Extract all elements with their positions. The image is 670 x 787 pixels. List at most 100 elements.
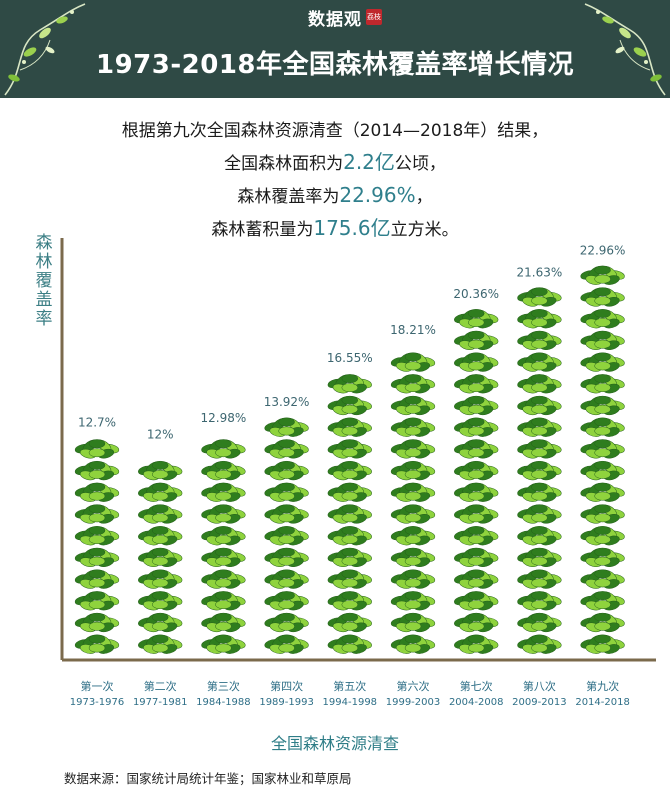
x-tick-period: 1984-1988 — [196, 697, 251, 708]
leaf-cluster-icon — [74, 502, 120, 526]
summary-area-value: 2.2亿 — [343, 150, 395, 174]
leaf-cluster-icon — [263, 524, 310, 547]
bar — [263, 415, 310, 656]
summary-line-1: 根据第九次全国森林资源清查（2014—2018年）结果， — [121, 121, 549, 141]
x-tick-period: 1999-2003 — [386, 697, 441, 708]
leaf-cluster-icon — [137, 524, 184, 547]
leaf-cluster-icon — [579, 372, 626, 395]
page-title: 1973-2018年全国森林覆盖率增长情况 — [95, 50, 575, 80]
leaf-cluster-icon — [200, 589, 247, 612]
leaf-cluster-icon — [74, 611, 120, 634]
x-tick-period: 2004-2008 — [449, 697, 504, 708]
leaf-cluster-icon — [390, 394, 436, 417]
summary-stock-unit: 立方米。 — [390, 220, 459, 240]
leaf-cluster-icon — [453, 632, 500, 656]
leaf-cluster-icon — [453, 415, 500, 439]
leaf-cluster-icon — [579, 545, 626, 569]
leaf-cluster-icon — [326, 545, 373, 569]
x-tick-label: 第七次 — [460, 679, 493, 693]
summary-area-unit: 公顷， — [394, 154, 446, 174]
leaf-cluster-icon — [326, 589, 373, 612]
x-tick-period: 2014-2018 — [575, 697, 630, 708]
leaf-cluster-icon — [453, 372, 500, 395]
leaf-cluster-icon — [390, 372, 436, 395]
leaf-cluster-icon — [326, 437, 373, 461]
bar — [200, 437, 247, 656]
leaf-cluster-icon — [390, 524, 436, 547]
brand-seal: 荔枝 — [366, 9, 382, 25]
x-tick-period: 1973-1976 — [70, 697, 125, 708]
leaf-cluster-icon — [579, 611, 626, 634]
leaf-cluster-icon — [516, 589, 563, 612]
summary-line-4: 森林蓄积量为175.6亿立方米。 — [0, 213, 670, 246]
leaf-cluster-icon — [390, 415, 436, 439]
data-label: 16.55% — [327, 351, 373, 365]
leaf-cluster-icon — [390, 545, 436, 569]
leaf-cluster-icon — [137, 567, 184, 591]
x-tick-label: 第一次 — [81, 679, 114, 693]
summary-coverage-value: 22.96% — [339, 183, 416, 207]
leaf-cluster-icon — [200, 524, 247, 547]
leaf-cluster-icon — [453, 307, 500, 330]
data-label: 12% — [147, 427, 174, 441]
leaf-cluster-icon — [579, 350, 626, 374]
leaf-cluster-icon — [453, 589, 500, 612]
summary-stock-label: 森林蓄积量为 — [211, 220, 314, 240]
leaf-cluster-icon — [579, 480, 626, 504]
leaf-cluster-icon — [263, 567, 310, 591]
summary-line-2: 全国森林面积为2.2亿公顷， — [0, 147, 670, 180]
leaf-cluster-icon — [74, 437, 120, 461]
vine-decoration-left-icon — [4, 3, 86, 96]
leaf-cluster-icon — [516, 285, 563, 309]
x-axis-title: 全国森林资源清查 — [270, 734, 399, 753]
header-banner: 数据观 荔枝 1973-2018年全国森林覆盖率增长情况 — [0, 0, 670, 98]
x-tick-period: 1994-1998 — [323, 697, 378, 708]
leaf-cluster-icon — [200, 611, 247, 634]
data-label: 21.63% — [517, 266, 563, 280]
leaf-cluster-icon — [516, 350, 563, 374]
x-tick-label: 第三次 — [207, 679, 240, 693]
summary-coverage-label: 森林覆盖率为 — [237, 187, 340, 207]
leaf-cluster-icon — [453, 328, 500, 352]
leaf-cluster-icon — [390, 437, 436, 461]
leaf-cluster-icon — [579, 263, 626, 287]
leaf-cluster-icon — [579, 394, 626, 417]
y-axis-label: 森林覆盖率 — [35, 233, 53, 329]
summary-area-label: 全国森林面积为 — [224, 154, 344, 174]
leaf-cluster-icon — [579, 459, 626, 482]
leaf-cluster-icon — [579, 285, 626, 309]
leaf-cluster-icon — [263, 632, 310, 656]
leaf-cluster-icon — [453, 480, 500, 504]
leaf-cluster-icon — [137, 459, 184, 482]
leaf-cluster-icon — [74, 567, 120, 591]
leaf-cluster-icon — [326, 415, 373, 439]
leaf-cluster-icon — [326, 459, 373, 482]
leaf-cluster-icon — [137, 611, 184, 634]
data-label: 18.21% — [390, 323, 436, 337]
data-label: 20.36% — [453, 287, 499, 301]
bar — [390, 350, 436, 656]
leaf-cluster-icon — [390, 350, 436, 374]
coverage-bar-chart: 12.7% 第一次 1973-1976 12% 第二次 1977-1981 12.98% 第三… — [60, 238, 656, 708]
leaf-cluster-icon — [326, 372, 373, 395]
summary-line-3: 森林覆盖率为22.96%， — [0, 180, 670, 213]
data-label: 12.98% — [201, 411, 247, 425]
leaf-cluster-icon — [137, 480, 184, 504]
x-tick-period: 2009-2013 — [512, 697, 567, 708]
leaf-cluster-icon — [516, 611, 563, 634]
x-tick-period: 1977-1981 — [133, 697, 188, 708]
leaf-cluster-icon — [579, 307, 626, 330]
leaf-cluster-icon — [516, 394, 563, 417]
vine-decoration-right-icon — [584, 3, 666, 96]
leaf-cluster-icon — [137, 545, 184, 569]
leaf-cluster-icon — [453, 350, 500, 374]
leaf-cluster-icon — [453, 394, 500, 417]
brand-logo: 数据观 荔枝 — [308, 6, 382, 30]
bar — [137, 459, 184, 656]
leaf-cluster-icon — [137, 589, 184, 612]
leaf-cluster-icon — [516, 545, 563, 569]
leaf-cluster-icon — [326, 567, 373, 591]
summary-coverage-unit: ， — [415, 187, 433, 207]
leaf-cluster-icon — [74, 632, 120, 656]
leaf-cluster-icon — [453, 545, 500, 569]
